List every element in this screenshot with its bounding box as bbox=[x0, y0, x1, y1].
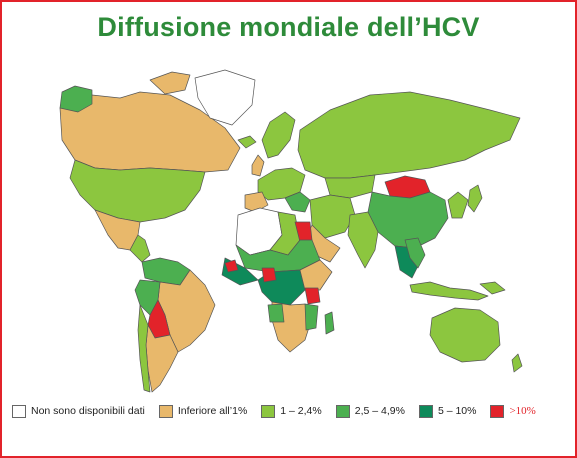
legend-swatch bbox=[490, 404, 505, 418]
region-uk bbox=[251, 154, 265, 177]
legend-swatch bbox=[418, 404, 433, 418]
legend-swatch bbox=[12, 404, 26, 418]
region-angola bbox=[267, 303, 285, 323]
region-australia bbox=[429, 307, 501, 363]
legend-item-no-data: Non sono disponibili dati bbox=[12, 404, 145, 418]
legend-swatch bbox=[158, 404, 173, 418]
map-legend: Non sono disponibili dati Inferiore all’… bbox=[12, 402, 550, 420]
region-arctic-islands bbox=[149, 71, 191, 95]
region-usa bbox=[69, 159, 206, 223]
region-sahel bbox=[235, 239, 321, 273]
region-korea-japan bbox=[447, 191, 469, 219]
region-italy-balkans bbox=[284, 191, 311, 213]
region-indonesia bbox=[409, 281, 489, 301]
region-mozambique bbox=[304, 303, 319, 331]
legend-item-2-5: 2,5 – 4,9% bbox=[335, 404, 405, 418]
region-new-guinea bbox=[479, 281, 506, 295]
region-india bbox=[347, 211, 379, 269]
legend-item-1-2: 1 – 2,4% bbox=[261, 404, 322, 418]
region-madagascar bbox=[324, 311, 335, 335]
map-title: Diffusione mondiale dell’HCV bbox=[97, 12, 480, 42]
legend-swatch bbox=[261, 404, 276, 418]
region-west-africa-red bbox=[224, 259, 239, 273]
region-japan bbox=[467, 184, 483, 213]
region-russia bbox=[297, 91, 521, 179]
region-chile bbox=[137, 304, 151, 393]
region-alaska bbox=[59, 85, 93, 113]
legend-item-below-1: Inferiore all’1% bbox=[158, 404, 247, 418]
region-kazakhstan bbox=[324, 174, 376, 199]
legend-swatch bbox=[335, 404, 350, 418]
region-iceland bbox=[237, 135, 257, 149]
legend-item-over-10: >10% bbox=[490, 404, 536, 418]
region-scandinavia bbox=[261, 111, 296, 159]
region-indochina bbox=[404, 237, 426, 269]
legend-item-5-10: 5 – 10% bbox=[418, 404, 476, 418]
region-east-africa-red bbox=[304, 287, 321, 305]
region-central-america bbox=[129, 234, 151, 263]
region-greenland bbox=[194, 69, 256, 126]
region-new-zealand bbox=[511, 353, 523, 373]
region-cameroon bbox=[261, 267, 277, 283]
region-east-africa bbox=[299, 259, 333, 291]
